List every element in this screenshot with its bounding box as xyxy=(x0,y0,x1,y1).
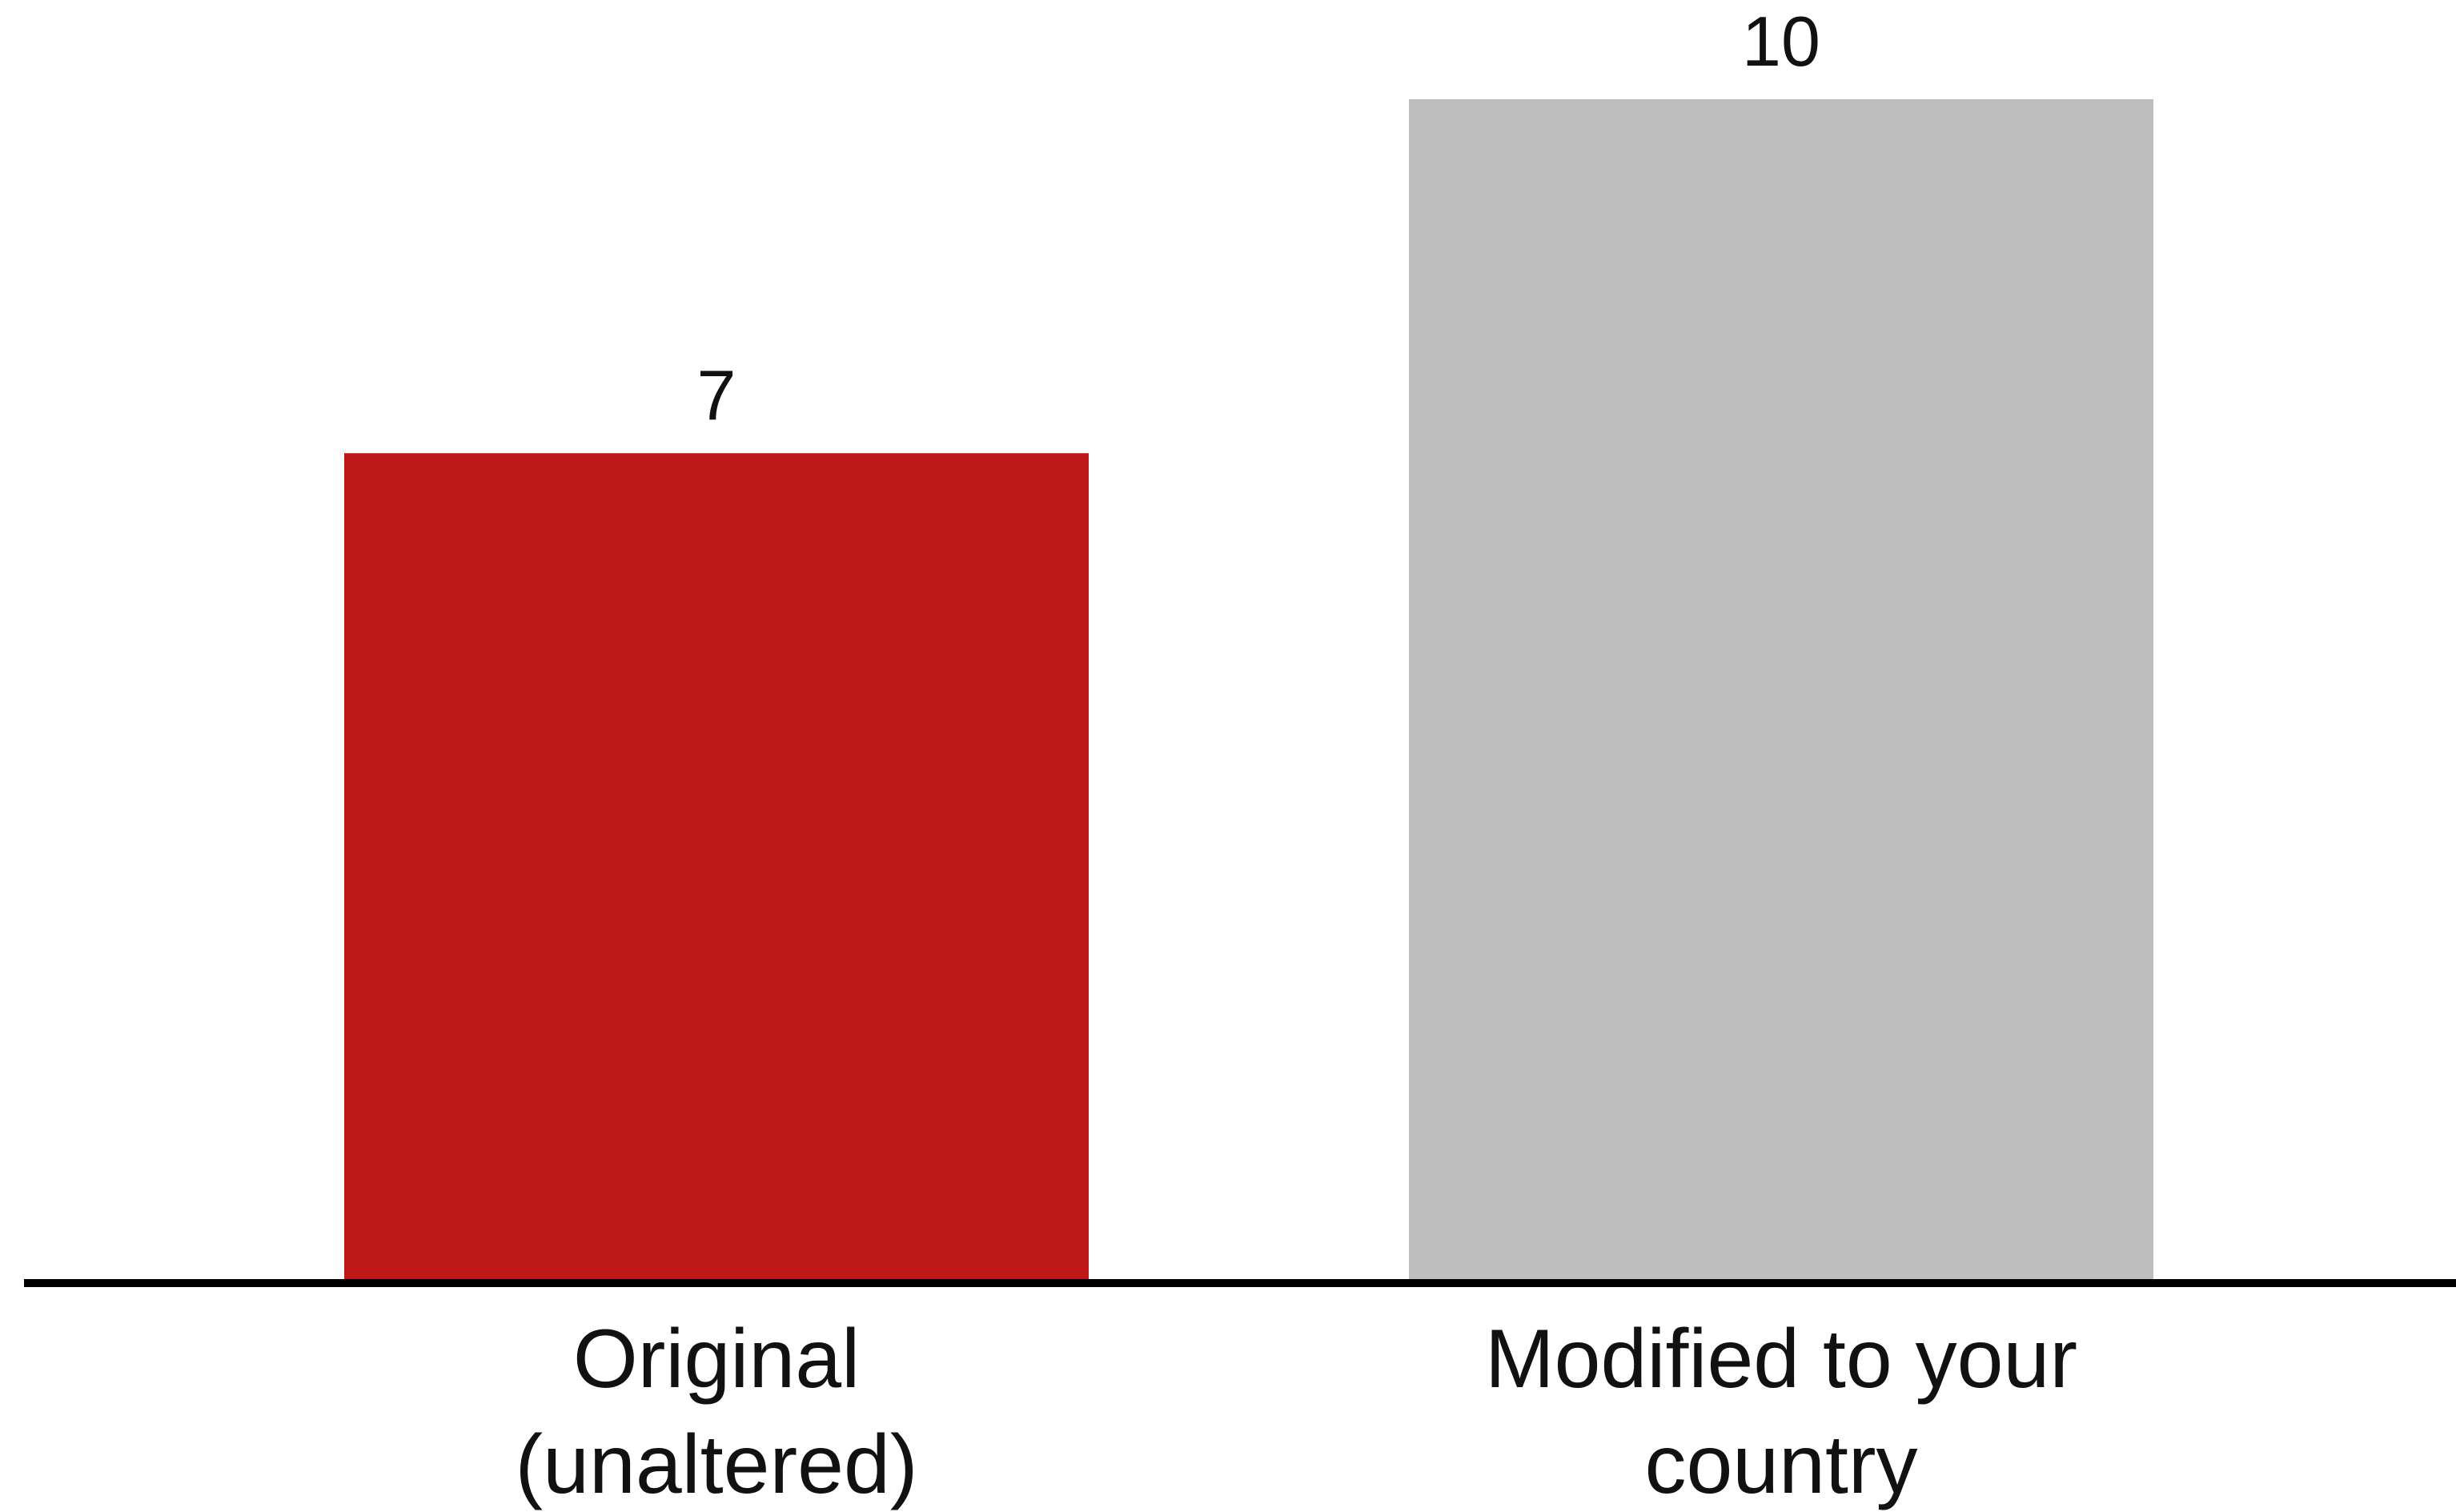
category-label-2-line-2: country xyxy=(1644,1418,1917,1511)
category-labels-group: Original (unaltered) Modified to your count… xyxy=(516,1313,2077,1511)
bars-group xyxy=(344,99,2153,1280)
data-label-1: 7 xyxy=(697,355,736,435)
value-labels-group: 7 10 xyxy=(697,2,1820,435)
bar-2 xyxy=(1409,99,2153,1279)
category-label-1-line-2: (unaltered) xyxy=(516,1418,918,1511)
bar-1 xyxy=(344,453,1089,1280)
category-label-2-line-1: Modified to your xyxy=(1485,1313,2077,1406)
data-label-2: 10 xyxy=(1742,2,1820,81)
category-label-1-line-1: Original xyxy=(573,1313,860,1406)
